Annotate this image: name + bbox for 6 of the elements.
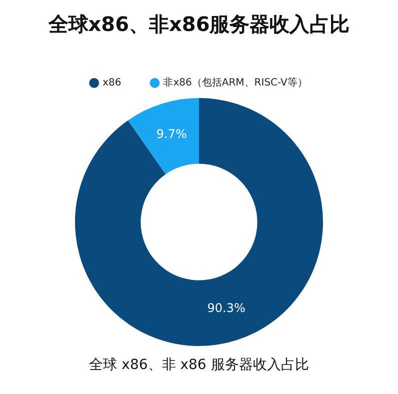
data-label: 9.7% bbox=[156, 127, 187, 142]
data-label: 90.3% bbox=[207, 301, 246, 316]
chart-title: 全球x86、非x86服务器收入占比 bbox=[47, 12, 350, 36]
text: 全球 x86、非 x86 服务器收入占比 bbox=[88, 356, 310, 374]
legend-label: x86 bbox=[102, 78, 122, 89]
legend-label: 非x86（包括ARM、RISC-V等） bbox=[163, 76, 308, 89]
